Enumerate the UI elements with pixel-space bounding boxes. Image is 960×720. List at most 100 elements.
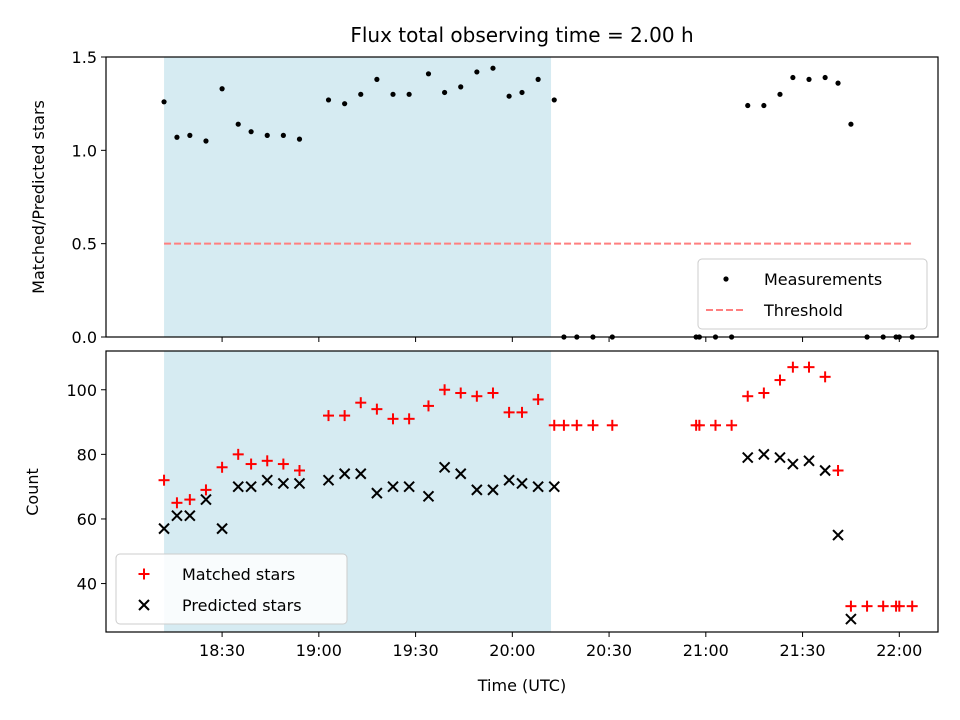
data-point: [709, 419, 721, 431]
top-y-axis-label: Matched/Predicted stars: [29, 100, 48, 294]
data-point: [845, 600, 857, 612]
data-point: [761, 102, 767, 109]
bottom-panel: 40 60 80 100 18:30 19:00 19:30 20:00 20:30 21:00 2…: [66, 350, 939, 660]
data-point: [490, 65, 496, 71]
bottom-x-tick-label: 19:00: [296, 641, 342, 660]
legend-label: Matched stars: [182, 565, 295, 584]
data-point: [439, 384, 451, 396]
top-y-tick-label: 0.5: [72, 235, 97, 254]
data-point: [516, 406, 528, 418]
data-point: [455, 468, 467, 480]
data-point: [425, 71, 432, 77]
data-point: [774, 374, 786, 386]
data-point: [339, 410, 351, 422]
data-point: [861, 600, 873, 612]
data-point: [551, 97, 557, 103]
data-point: [532, 480, 544, 493]
data-point: [835, 80, 841, 86]
data-point: [558, 419, 570, 431]
data-point: [532, 393, 544, 405]
data-point: [774, 451, 786, 464]
bottom-y-tick-label: 40: [77, 575, 97, 594]
data-point: [235, 121, 241, 127]
bottom-x-tick-label: 22:00: [876, 641, 922, 660]
data-point: [458, 84, 464, 90]
data-point: [503, 474, 515, 486]
data-point: [745, 102, 751, 109]
data-point: [374, 76, 380, 82]
data-point: [535, 76, 541, 82]
data-point: [406, 91, 412, 97]
data-point: [819, 464, 831, 477]
data-point: [355, 468, 367, 480]
data-point: [471, 390, 483, 402]
x-axis-label: Time (UTC): [477, 676, 566, 695]
bottom-y-tick-label: 60: [77, 510, 97, 529]
data-point: [548, 419, 560, 431]
top-shaded-interval: [164, 57, 552, 337]
data-point: [248, 129, 254, 135]
top-y-tick-label: 0.0: [72, 328, 97, 347]
data-point: [787, 458, 799, 470]
bottom-y-tick-label: 80: [77, 445, 97, 464]
data-point: [877, 600, 889, 612]
data-point: [893, 600, 905, 612]
bottom-legend-box: [115, 553, 348, 625]
data-point: [503, 406, 515, 418]
data-point: [803, 455, 815, 467]
data-point: [174, 134, 180, 140]
data-point: [506, 93, 512, 99]
top-series-measurements: [161, 65, 915, 340]
data-point: [158, 474, 170, 486]
data-point: [219, 86, 225, 92]
data-point: [390, 91, 396, 97]
data-point: [158, 522, 170, 535]
data-point: [403, 413, 415, 425]
data-point: [758, 448, 770, 461]
data-point: [371, 487, 383, 499]
data-point: [803, 361, 815, 373]
data-point: [338, 468, 351, 480]
data-point: [806, 76, 812, 82]
legend-label: Threshold: [763, 301, 843, 320]
bottom-x-tick-label: 21:00: [683, 641, 729, 660]
bottom-y-tick-label: 100: [66, 381, 97, 400]
data-point: [323, 410, 335, 422]
data-point: [474, 69, 480, 75]
bottom-y-axis-label: Count: [23, 468, 42, 516]
legend-marker: [723, 276, 729, 282]
data-point: [848, 121, 854, 127]
data-point: [277, 477, 290, 490]
data-point: [184, 494, 196, 506]
data-point: [187, 132, 193, 138]
data-point: [203, 138, 209, 144]
data-point: [487, 484, 499, 496]
data-point: [261, 455, 273, 467]
data-point: [422, 490, 435, 503]
data-point: [161, 99, 167, 105]
data-point: [171, 497, 183, 509]
data-point: [822, 74, 828, 81]
data-point: [216, 461, 228, 473]
data-point: [277, 458, 289, 470]
data-point: [693, 419, 705, 431]
data-point: [790, 74, 796, 81]
data-point: [293, 465, 305, 477]
data-point: [777, 91, 783, 97]
data-point: [587, 419, 599, 431]
data-point: [471, 484, 483, 496]
top-legend-box: [697, 258, 928, 330]
data-point: [216, 522, 228, 535]
data-point: [322, 474, 335, 486]
data-point: [387, 413, 399, 425]
bottom-plot-frame: [105, 350, 939, 633]
data-point: [726, 419, 738, 431]
data-point: [325, 97, 332, 103]
data-point: [358, 91, 364, 97]
data-point: [548, 480, 560, 493]
data-point: [487, 387, 499, 399]
data-point: [200, 484, 212, 496]
data-point: [293, 477, 306, 490]
bottom-legend: Matched stars Predicted stars: [115, 553, 348, 625]
